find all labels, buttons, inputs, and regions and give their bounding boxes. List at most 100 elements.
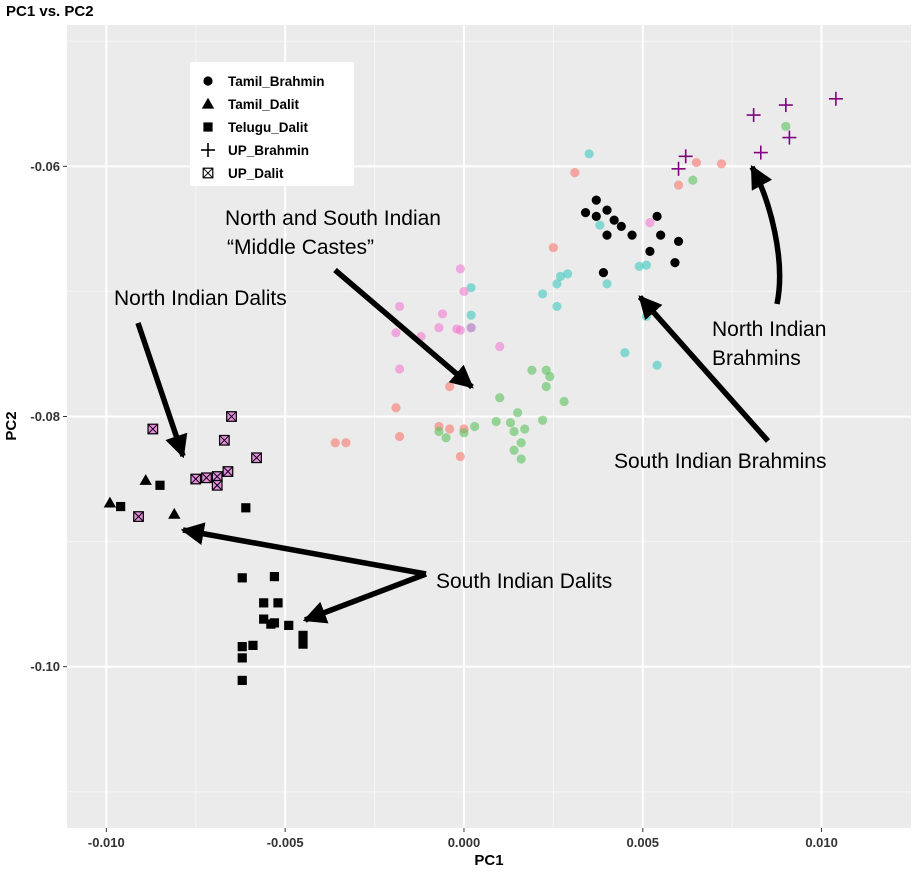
middle-castes-teal-point (602, 279, 612, 289)
annotation-middle-castes-line2: “Middle Castes” (227, 236, 374, 259)
middle-castes-pink-point (452, 324, 462, 334)
middle-castes-teal-point (538, 289, 548, 299)
middle-castes-green-point (509, 426, 519, 437)
middle-castes-teal-point (652, 360, 662, 370)
tamil-brahmin-point (591, 195, 601, 205)
middle-castes-green-point (559, 396, 569, 407)
middle-castes-green-point (491, 416, 501, 427)
middle-castes-green-point (441, 433, 451, 443)
tamil-brahmin-point (602, 205, 612, 215)
middle-castes-pink-point (455, 264, 465, 274)
tamil-brahmin-point (591, 211, 601, 221)
middle-castes-teal-point (634, 261, 644, 272)
tamil-brahmin-point (627, 230, 637, 240)
middle-castes-teal-point (641, 260, 651, 270)
middle-castes-red-point (455, 451, 465, 462)
middle-castes-green-point (459, 428, 469, 438)
up-brahmin-point (671, 161, 686, 176)
x-tick-label: -0.010 (88, 835, 125, 850)
x-axis-ticks: -0.010 -0.005 0.000 0.005 0.010 (88, 828, 838, 850)
tamil-brahmin-point (580, 208, 591, 218)
arrow-south-indian-dalits-left (180, 522, 427, 577)
middle-castes-green-point (516, 454, 526, 464)
middle-castes-green-point (538, 415, 548, 425)
telugu-dalit-point (298, 639, 308, 649)
telugu-dalit-point (237, 653, 247, 663)
middle-castes-pink-point (391, 328, 401, 338)
tamil-brahmin-point (652, 211, 662, 221)
arrow-north-indian-brahmins (749, 164, 783, 305)
annotation-south-indian-dalits: South Indian Dalits (436, 570, 612, 593)
middle-castes-pink-point (495, 341, 505, 352)
telugu-dalit-point (259, 598, 269, 608)
up-brahmin-point (753, 145, 768, 160)
up-dalit-point (218, 434, 230, 446)
middle-castes-green-point (470, 421, 480, 432)
middle-castes-teal-point (563, 269, 573, 279)
x-tick-label: -0.005 (267, 835, 304, 850)
middle-castes-pink-point (645, 218, 655, 228)
middle-castes-pink-point (466, 323, 476, 333)
telugu-dalit-point (155, 480, 165, 490)
legend-label-tamil-dalit: Tamil_Dalit (228, 97, 300, 112)
middle-castes-teal-point (641, 311, 651, 322)
legend-label-tamil-brahmin: Tamil_Brahmin (228, 74, 325, 89)
legend-box (190, 62, 354, 186)
middle-castes-red-point (570, 167, 580, 178)
tamil-brahmin-point (656, 230, 666, 240)
middle-castes-teal-point (552, 301, 562, 312)
up-brahmin-point (746, 108, 761, 123)
tamil-brahmin-point (602, 230, 612, 240)
telugu-dalit-point (269, 618, 280, 628)
annotations: North and South Indian “Middle Castes” N… (114, 207, 826, 593)
middle-castes-teal-point (555, 271, 566, 282)
middle-castes-pink-point (459, 286, 469, 297)
middle-castes-teal-point (466, 310, 476, 320)
middle-castes-red-point (330, 438, 340, 448)
telugu-dalit-point (237, 642, 247, 652)
up-dalit-point (226, 411, 237, 422)
middle-castes-pink-point (434, 323, 444, 333)
middle-castes-teal-point (466, 283, 476, 293)
middle-castes-green-point (527, 365, 537, 375)
middle-castes-green-point (509, 445, 519, 455)
tamil-dalit-point (139, 474, 152, 485)
x-axis-title: PC1 (474, 852, 503, 869)
middle-castes-green-point (434, 426, 444, 437)
up-dalit-point (133, 511, 144, 522)
x-tick-label: 0.010 (805, 835, 838, 850)
middle-castes-green-point (688, 175, 698, 185)
middle-castes-green-point (545, 371, 555, 382)
tamil-brahmin-point (609, 215, 619, 225)
legend-key-tamil-dalit (201, 97, 215, 109)
annotation-middle-castes-line1: North and South Indian (225, 207, 441, 230)
middle-castes-red-point (394, 431, 405, 442)
telugu-dalit-point (116, 501, 126, 512)
annotation-north-indian-dalits: North Indian Dalits (114, 287, 287, 310)
middle-castes-red-point (691, 157, 702, 168)
arrow-north-indian-dalits (135, 322, 188, 459)
tamil-dalit-point (168, 507, 181, 519)
arrow-south-indian-dalits-right (302, 571, 427, 624)
y-tick-label: -0.06 (30, 159, 60, 174)
up-brahmin-point (782, 130, 797, 145)
middle-castes-green-point (781, 121, 791, 131)
telugu-dalit-point (273, 598, 283, 608)
middle-castes-pink-point (394, 364, 405, 374)
middle-castes-red-point (445, 424, 455, 434)
tamil-brahmin-point (670, 258, 680, 268)
legend: Tamil_Brahmin Tamil_Dalit Telugu_Dalit U… (190, 62, 354, 186)
legend-key-up-brahmin (201, 143, 215, 157)
up-brahmin-point (828, 91, 843, 106)
legend-key-up-dalit (202, 167, 214, 179)
middle-castes-red-point (673, 180, 684, 190)
y-tick-label: -0.08 (30, 409, 60, 424)
legend-key-telugu-dalit (203, 122, 213, 132)
up-dalit-point (222, 466, 234, 477)
legend-label-telugu-dalit: Telugu_Dalit (228, 120, 309, 135)
telugu-dalit-point (248, 640, 258, 650)
tamil-brahmin-point (673, 236, 684, 246)
middle-castes-green-point (541, 381, 551, 392)
up-dalit-point (190, 473, 202, 485)
middle-castes-green-point (505, 418, 516, 428)
